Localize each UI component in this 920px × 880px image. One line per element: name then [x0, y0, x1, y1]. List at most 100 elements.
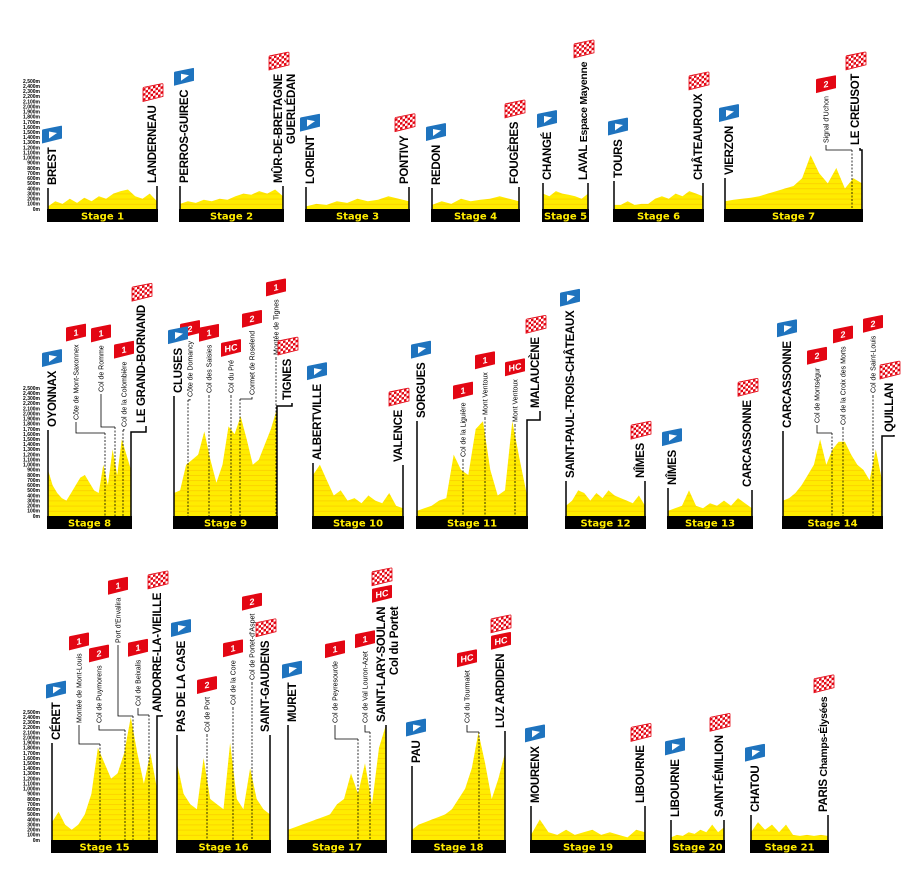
climb-category-flag: 1	[325, 640, 345, 659]
finish-town-part: VALENCE	[393, 409, 405, 462]
climb-name: Col de Portet-d'Aspet	[250, 614, 257, 680]
climb-category-flag: 2	[816, 75, 836, 94]
y-tick-label: 1,700m	[23, 751, 41, 757]
elevation-area	[566, 490, 645, 516]
flag-shape	[863, 314, 883, 333]
climb-category-flag: HC	[505, 358, 525, 377]
y-tick-label: 2,200m	[23, 725, 41, 731]
climb-category-label: 1	[273, 282, 278, 293]
finish-flag-icon	[371, 567, 393, 587]
flag-shape	[371, 567, 393, 587]
y-tick-label: 1,500m	[23, 437, 41, 443]
y-tick-label: 0m	[33, 514, 41, 520]
finish-town-part: SAINT-LARY-SOULAN	[376, 607, 388, 722]
start-town: LORIENT	[305, 135, 317, 184]
start-town: TOURS	[613, 139, 625, 178]
flag-shape	[147, 570, 169, 590]
y-tick-label: 600m	[27, 807, 40, 813]
stage-bar	[530, 840, 646, 853]
elevation-area	[783, 439, 882, 516]
start-town: CHATOU	[750, 766, 762, 812]
y-tick-label: 1,000m	[23, 787, 41, 793]
start-flag-icon	[174, 67, 194, 86]
start-flag-icon	[282, 660, 302, 679]
stage-bar	[179, 209, 284, 222]
climb-category-flag: 2	[89, 644, 109, 663]
climb-name-part: Col de Romme	[99, 345, 106, 392]
play-triangle-icon	[307, 119, 315, 127]
y-tick-label: 700m	[27, 478, 40, 484]
climb-name: Côte de Domancy	[188, 340, 195, 397]
climb-name: Signal d'Uchon	[824, 96, 831, 143]
y-tick-label: 1,800m	[23, 115, 41, 121]
finish-town: LE GRAND-BORNAND	[136, 305, 148, 423]
climb-name: Col de Montségur	[815, 367, 822, 423]
climb-category-label: 1	[98, 328, 103, 339]
finish-town: ANDORRE-LA-VIEILLE	[152, 592, 164, 712]
y-tick-label: 1,800m	[23, 422, 41, 428]
start-flag-icon	[411, 340, 431, 359]
flag-shape	[372, 584, 392, 603]
finish-flag-icon	[142, 83, 164, 102]
climb-category-flag: 1	[453, 381, 473, 400]
start-town: OYONNAX	[47, 370, 59, 427]
climb-name-part: Col de Saint-Louis	[871, 335, 878, 393]
finish-flag-icon	[737, 377, 759, 397]
play-triangle-icon	[615, 123, 623, 131]
start-town: VIERZON	[724, 126, 736, 175]
stage-label: Stage 4	[454, 212, 497, 223]
climb-category-label: 2	[204, 680, 209, 691]
stage-label: Stage 20	[672, 843, 722, 854]
start-flag-icon	[406, 718, 426, 737]
start-town-part: ALBERTVILLE	[312, 383, 324, 460]
y-tick-label: 1,300m	[23, 447, 41, 453]
y-tick-label: 700m	[27, 802, 40, 808]
y-tick-label: 700m	[27, 171, 40, 177]
start-town: CHANGÉ	[541, 131, 554, 180]
stage-7-profile: Stage 7 Signal d'Uchon 2 VIERZON LE CREUSOT	[719, 51, 867, 223]
finish-town-part: FOUGÈRES	[508, 121, 521, 184]
y-tick-label: 300m	[27, 191, 40, 197]
flag-shape	[242, 309, 262, 328]
start-town: MURET	[287, 682, 299, 722]
climb-category-label: 2	[814, 350, 819, 361]
stage-bar	[305, 209, 410, 222]
play-triangle-icon	[544, 115, 552, 123]
climb-category-label: HC	[495, 635, 508, 648]
y-tick-label: 2,400m	[23, 715, 41, 721]
elevation-area	[412, 732, 505, 840]
elevation-area	[306, 196, 409, 209]
flag-shape	[491, 631, 511, 650]
finish-flag-icon	[504, 99, 526, 119]
start-town-part: CHANGÉ	[541, 131, 554, 180]
flag-shape	[505, 358, 525, 377]
start-flag-icon	[46, 680, 66, 699]
finish-flag-icon	[573, 39, 595, 59]
play-triangle-icon	[49, 354, 57, 362]
climb-leader-line	[117, 645, 133, 717]
start-town-part: NÎMES	[666, 449, 679, 485]
climb-name: Côte de Mont-Saxonnex	[74, 344, 81, 420]
start-town-part: CHATOU	[750, 766, 762, 812]
y-tick-label: 400m	[27, 186, 40, 192]
climb-category-flag: 1	[108, 576, 128, 595]
start-flag-icon	[665, 737, 685, 756]
finish-town: CARCASSONNE	[742, 400, 754, 487]
finish-line	[881, 435, 895, 529]
flag-shape	[266, 278, 286, 297]
y-tick-label: 500m	[27, 181, 40, 187]
climb-leader-line	[240, 397, 253, 400]
climb-name: Col de la Croix des Morts	[841, 346, 848, 425]
y-tick-label: 100m	[27, 509, 40, 515]
climb-category-flag: 1	[128, 638, 148, 657]
stage-bar	[750, 840, 829, 853]
elevation-area	[52, 717, 157, 840]
elevation-area	[614, 191, 703, 209]
stage-bar	[565, 516, 646, 529]
climb-name-part: Montée de Tignes	[274, 299, 281, 355]
finish-town: SAINT-LARY-SOULAN	[376, 607, 388, 722]
finish-town: FOUGÈRES	[508, 121, 521, 184]
climb-name-part: Col de Beixalis	[136, 659, 143, 706]
y-tick-label: 1,800m	[23, 746, 41, 752]
climb-category-flag: 1	[199, 323, 219, 342]
